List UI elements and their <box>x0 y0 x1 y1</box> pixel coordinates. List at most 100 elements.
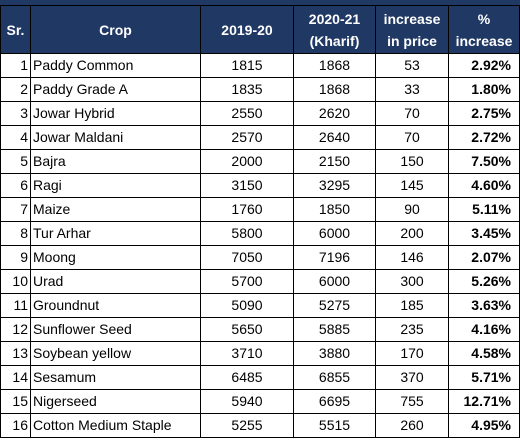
cell-2019-20: 1760 <box>200 197 294 222</box>
cell-crop: Jowar Hybrid <box>30 101 201 126</box>
cell-increase: 370 <box>375 365 449 390</box>
cell-percent: 2.07% <box>448 245 520 270</box>
cell-crop: Paddy Common <box>30 53 201 78</box>
header-sr: Sr. <box>0 5 31 54</box>
header-crop: Crop <box>30 5 201 54</box>
cell-percent: 5.26% <box>448 269 520 294</box>
header-percent-line1: % <box>477 10 491 27</box>
cell-sr: 10 <box>0 269 31 294</box>
cell-sr: 7 <box>0 197 31 222</box>
cell-2019-20: 5650 <box>200 317 294 342</box>
title-banner-strip <box>0 0 520 6</box>
header-increase: increase in price <box>375 5 449 54</box>
cell-2020-21: 1868 <box>293 53 376 78</box>
cell-percent: 4.16% <box>448 317 520 342</box>
cell-percent: 3.63% <box>448 293 520 318</box>
header-row: Sr. Crop 2019-20 2020-21 (Kharif) increa… <box>0 5 520 54</box>
cell-crop: Ragi <box>30 173 201 198</box>
table-row: 1 Paddy Common 1815 1868 53 2.92% <box>0 53 520 78</box>
cell-crop: Groundnut <box>30 293 201 318</box>
table-row: 11 Groundnut 5090 5275 185 3.63% <box>0 293 520 318</box>
cell-2020-21: 2620 <box>293 101 376 126</box>
cell-increase: 185 <box>375 293 449 318</box>
cell-increase: 53 <box>375 53 449 78</box>
cell-2019-20: 5090 <box>200 293 294 318</box>
cell-2020-21: 6000 <box>293 221 376 246</box>
cell-sr: 5 <box>0 149 31 174</box>
cell-2019-20: 3710 <box>200 341 294 366</box>
cell-increase: 33 <box>375 77 449 102</box>
cell-increase: 145 <box>375 173 449 198</box>
cell-percent: 4.58% <box>448 341 520 366</box>
cell-2019-20: 2000 <box>200 149 294 174</box>
cell-percent: 1.80% <box>448 77 520 102</box>
table-row: 10 Urad 5700 6000 300 5.26% <box>0 269 520 294</box>
cell-increase: 70 <box>375 101 449 126</box>
cell-sr: 16 <box>0 413 31 438</box>
cell-increase: 300 <box>375 269 449 294</box>
cell-sr: 12 <box>0 317 31 342</box>
cell-crop: Sunflower Seed <box>30 317 201 342</box>
cell-2020-21: 2150 <box>293 149 376 174</box>
cell-2019-20: 1835 <box>200 77 294 102</box>
cell-2020-21: 7196 <box>293 245 376 270</box>
header-2020-21-line1: 2020-21 <box>308 10 361 27</box>
cell-sr: 14 <box>0 365 31 390</box>
header-increase-line1: increase <box>383 10 441 27</box>
cell-increase: 235 <box>375 317 449 342</box>
cell-increase: 170 <box>375 341 449 366</box>
cell-increase: 146 <box>375 245 449 270</box>
cell-percent: 5.11% <box>448 197 520 222</box>
cell-2019-20: 5800 <box>200 221 294 246</box>
cell-percent: 4.60% <box>448 173 520 198</box>
cell-2020-21: 6000 <box>293 269 376 294</box>
cell-crop: Paddy Grade A <box>30 77 201 102</box>
cell-2019-20: 2570 <box>200 125 294 150</box>
cell-crop: Moong <box>30 245 201 270</box>
table-row: 7 Maize 1760 1850 90 5.11% <box>0 197 520 222</box>
cell-2019-20: 1815 <box>200 53 294 78</box>
table-row: 8 Tur Arhar 5800 6000 200 3.45% <box>0 221 520 246</box>
header-2020-21-line2: (Kharif) <box>309 32 360 49</box>
table-header: Sr. Crop 2019-20 2020-21 (Kharif) increa… <box>0 5 520 54</box>
cell-crop: Bajra <box>30 149 201 174</box>
header-percent-line2: increase <box>455 32 513 49</box>
cell-sr: 4 <box>0 125 31 150</box>
table-row: 12 Sunflower Seed 5650 5885 235 4.16% <box>0 317 520 342</box>
table-row: 6 Ragi 3150 3295 145 4.60% <box>0 173 520 198</box>
table-row: 5 Bajra 2000 2150 150 7.50% <box>0 149 520 174</box>
cell-percent: 3.45% <box>448 221 520 246</box>
cell-crop: Sesamum <box>30 365 201 390</box>
cell-2020-21: 1850 <box>293 197 376 222</box>
table-row: 3 Jowar Hybrid 2550 2620 70 2.75% <box>0 101 520 126</box>
cell-sr: 11 <box>0 293 31 318</box>
cell-increase: 70 <box>375 125 449 150</box>
cell-crop: Cotton Medium Staple <box>30 413 201 438</box>
cell-2019-20: 3150 <box>200 173 294 198</box>
table-row: 13 Soybean yellow 3710 3880 170 4.58% <box>0 341 520 366</box>
cell-crop: Urad <box>30 269 201 294</box>
table-row: 2 Paddy Grade A 1835 1868 33 1.80% <box>0 77 520 102</box>
cell-crop: Soybean yellow <box>30 341 201 366</box>
cell-2020-21: 6695 <box>293 389 376 414</box>
cell-2019-20: 6485 <box>200 365 294 390</box>
cell-percent: 4.95% <box>448 413 520 438</box>
cell-sr: 8 <box>0 221 31 246</box>
header-2020-21: 2020-21 (Kharif) <box>293 5 376 54</box>
table-body: 1 Paddy Common 1815 1868 53 2.92% 2 Paddy Grade… <box>0 53 520 438</box>
cell-increase: 150 <box>375 149 449 174</box>
cell-percent: 2.92% <box>448 53 520 78</box>
cell-sr: 9 <box>0 245 31 270</box>
cell-crop: Tur Arhar <box>30 221 201 246</box>
table-row: 4 Jowar Maldani 2570 2640 70 2.72% <box>0 125 520 150</box>
cell-increase: 755 <box>375 389 449 414</box>
cell-percent: 2.72% <box>448 125 520 150</box>
cell-sr: 1 <box>0 53 31 78</box>
cell-2019-20: 2550 <box>200 101 294 126</box>
msp-comparison-table: Sr. Crop 2019-20 2020-21 (Kharif) increa… <box>0 5 520 438</box>
cell-crop: Maize <box>30 197 201 222</box>
table-row: 9 Moong 7050 7196 146 2.07% <box>0 245 520 270</box>
cell-sr: 2 <box>0 77 31 102</box>
table-row: 16 Cotton Medium Staple 5255 5515 260 4.95% <box>0 413 520 438</box>
cell-2020-21: 5275 <box>293 293 376 318</box>
